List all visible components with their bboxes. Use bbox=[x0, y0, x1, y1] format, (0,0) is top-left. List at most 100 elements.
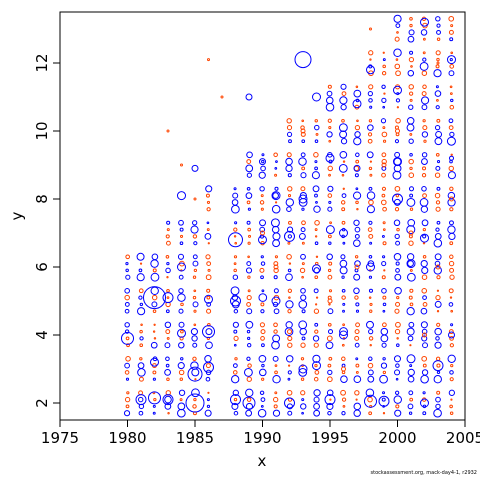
bubble-positive bbox=[382, 309, 386, 313]
x-tick-label: 1995 bbox=[311, 429, 349, 447]
bubble-positive bbox=[369, 241, 373, 245]
bubble-positive bbox=[313, 205, 321, 213]
data-point-negative bbox=[435, 264, 441, 270]
bubble-positive bbox=[124, 308, 130, 314]
bubble-positive bbox=[407, 69, 415, 77]
bubble-negative bbox=[126, 343, 130, 348]
bubble-positive bbox=[301, 207, 305, 211]
bubble-positive bbox=[381, 261, 387, 267]
bubble-positive bbox=[366, 205, 375, 214]
y-tick-label: 8 bbox=[33, 194, 51, 204]
bubble-positive bbox=[298, 300, 308, 309]
bubble-positive bbox=[138, 396, 144, 403]
bubble-positive bbox=[177, 402, 186, 411]
bubble-positive bbox=[435, 105, 440, 110]
bubble-negative bbox=[421, 288, 428, 294]
bubble-positive bbox=[381, 84, 386, 90]
bubble-negative bbox=[436, 390, 441, 395]
bubble-negative bbox=[381, 152, 387, 158]
bubble-negative bbox=[300, 131, 306, 137]
bubble-positive bbox=[353, 375, 362, 384]
bubble-negative bbox=[299, 267, 306, 274]
bubble-negative bbox=[409, 132, 413, 136]
bubble-positive bbox=[368, 255, 373, 259]
bubble-positive bbox=[271, 204, 281, 214]
bubble-positive bbox=[436, 29, 441, 35]
bubble-negative bbox=[327, 165, 333, 172]
bubble-positive bbox=[327, 329, 334, 335]
data-point-negative bbox=[273, 264, 279, 270]
bubble-positive bbox=[339, 266, 348, 275]
bubble-positive bbox=[406, 225, 416, 235]
bubble-positive bbox=[286, 355, 294, 363]
bubble-negative bbox=[273, 267, 279, 274]
bubble-negative bbox=[314, 329, 319, 334]
bubble-positive bbox=[435, 16, 441, 22]
bubble-negative bbox=[329, 221, 332, 225]
bubble-negative bbox=[396, 227, 400, 232]
bubble-negative bbox=[422, 302, 428, 307]
data-point-positive bbox=[230, 295, 241, 307]
bubble-positive bbox=[355, 187, 359, 191]
bubble-positive bbox=[382, 255, 386, 259]
data-point-positive bbox=[121, 331, 134, 345]
bubble-negative bbox=[125, 254, 131, 260]
bubble-negative bbox=[327, 322, 332, 327]
bubble-negative bbox=[193, 397, 197, 402]
bubble-negative bbox=[205, 254, 211, 260]
bubble-positive bbox=[177, 293, 186, 302]
bubble-positive bbox=[313, 389, 321, 397]
bubble-positive bbox=[407, 35, 415, 43]
data-point-positive bbox=[271, 191, 281, 201]
bubble-positive bbox=[313, 288, 319, 294]
bubble-positive bbox=[327, 206, 333, 212]
bubble-positive bbox=[233, 343, 237, 347]
bubble-positive bbox=[419, 198, 429, 207]
bubble-positive bbox=[125, 262, 129, 266]
bubble-positive bbox=[449, 37, 454, 42]
bubble-negative bbox=[408, 240, 414, 246]
bubble-positive bbox=[315, 201, 318, 204]
bubble-negative bbox=[167, 411, 170, 415]
bubble-positive bbox=[421, 131, 429, 138]
bubble-negative bbox=[166, 228, 170, 232]
data-point-positive bbox=[204, 294, 213, 304]
bubble-positive bbox=[339, 150, 348, 159]
y-tick-label: 6 bbox=[33, 262, 51, 272]
bubble-positive bbox=[354, 342, 360, 348]
bubble-positive bbox=[420, 205, 429, 213]
bubble-negative bbox=[206, 308, 212, 314]
bubble-positive bbox=[124, 301, 130, 307]
bubble-positive bbox=[259, 219, 267, 227]
bubble-positive bbox=[312, 185, 320, 193]
bubble-negative bbox=[342, 405, 346, 408]
bubble-negative bbox=[233, 227, 238, 232]
bubble-positive bbox=[395, 377, 399, 381]
bubble-positive bbox=[205, 328, 213, 336]
bubble-positive bbox=[192, 260, 199, 267]
bubble-negative bbox=[139, 357, 143, 361]
bubble-negative bbox=[382, 241, 387, 246]
bubble-negative bbox=[300, 342, 306, 348]
bubble-negative bbox=[328, 126, 332, 130]
bubble-positive bbox=[138, 295, 143, 300]
bubble-positive bbox=[436, 186, 441, 191]
bubble-positive bbox=[338, 123, 348, 132]
bubble-positive bbox=[272, 232, 281, 241]
bubble-negative bbox=[435, 200, 441, 205]
x-tick-label: 2000 bbox=[378, 429, 416, 447]
bubble-positive bbox=[232, 274, 239, 280]
bubble-negative bbox=[450, 24, 454, 28]
y-axis-title: y bbox=[8, 211, 26, 220]
bubble-positive bbox=[407, 218, 416, 227]
data-point-negative bbox=[287, 329, 292, 335]
bubble-positive bbox=[246, 151, 253, 159]
bubble-positive bbox=[407, 260, 414, 267]
bubble-positive bbox=[232, 321, 239, 328]
bubble-negative bbox=[436, 118, 441, 123]
bubble-negative bbox=[395, 301, 401, 307]
bubble-negative bbox=[367, 132, 373, 137]
bubble-positive bbox=[327, 369, 333, 376]
bubble-positive bbox=[125, 274, 131, 280]
bubble-positive bbox=[231, 402, 239, 410]
